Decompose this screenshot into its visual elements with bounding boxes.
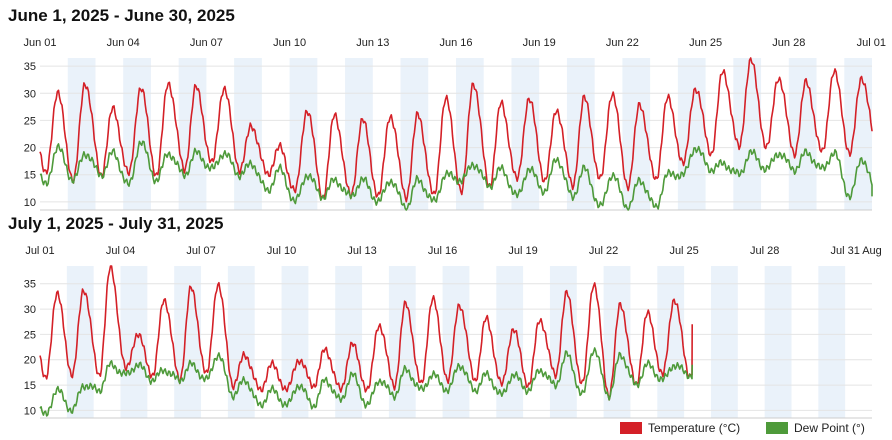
- day-band: [657, 266, 685, 418]
- day-band: [123, 58, 151, 210]
- y-tick-label: 25: [24, 329, 36, 341]
- dew-point-series-line[interactable]: [39, 347, 693, 417]
- legend-swatch-temperature: [620, 422, 642, 434]
- temperature-series-line[interactable]: [39, 265, 693, 401]
- legend-item-temperature[interactable]: Temperature (°C): [620, 421, 740, 435]
- x-tick-label: Aug: [862, 245, 882, 257]
- day-band: [844, 58, 872, 210]
- day-band: [456, 58, 484, 210]
- x-tick-label: Jun 22: [606, 37, 639, 49]
- y-tick-label: 35: [24, 61, 36, 73]
- x-tick-label: Jul 04: [106, 245, 135, 257]
- chart-title-june: June 1, 2025 - June 30, 2025: [8, 6, 235, 25]
- x-tick-label: Jul 19: [508, 245, 537, 257]
- x-tick-label: Jul 31: [830, 245, 859, 257]
- legend-label-temperature: Temperature (°C): [648, 421, 741, 435]
- x-tick-label: Jun 16: [439, 37, 472, 49]
- x-tick-label: Jul 25: [669, 245, 698, 257]
- day-band: [335, 266, 363, 418]
- y-tick-label: 35: [24, 279, 36, 291]
- july-chart: 10 15 20 25 30 35 Jul 01 Jul 04 Jul 07 Jul 10 Jul …: [24, 245, 882, 419]
- x-tick-label: Jun 10: [273, 37, 306, 49]
- chart-title-july: July 1, 2025 - July 31, 2025: [8, 214, 224, 233]
- y-tick-label: 15: [24, 170, 36, 182]
- x-tick-label: Jun 25: [689, 37, 722, 49]
- x-tick-label: Jun 28: [772, 37, 805, 49]
- day-band: [281, 266, 309, 418]
- day-band: [174, 266, 202, 418]
- x-tick-label: Jul 01: [25, 245, 54, 257]
- x-tick-label: Jul 10: [267, 245, 296, 257]
- y-tick-label: 30: [24, 88, 36, 100]
- x-tick-label: Jun 04: [107, 37, 140, 49]
- day-band: [66, 266, 94, 418]
- x-tick-label: Jul 16: [428, 245, 457, 257]
- temperature-series-line[interactable]: [39, 57, 873, 203]
- day-band: [511, 58, 540, 210]
- day-band: [764, 266, 792, 418]
- y-tick-label: 25: [24, 115, 36, 127]
- y-tick-label: 20: [24, 143, 36, 155]
- legend-item-dew-point[interactable]: Dew Point (°): [766, 421, 865, 435]
- day-band: [442, 266, 470, 418]
- x-tick-label: Jul 28: [750, 245, 779, 257]
- x-tick-label: Jul 22: [589, 245, 618, 257]
- legend-label-dew-point: Dew Point (°): [794, 421, 865, 435]
- y-tick-label: 10: [24, 197, 36, 209]
- day-band: [677, 58, 706, 210]
- y-tick-label: 10: [24, 405, 36, 417]
- day-band: [388, 266, 416, 418]
- legend-swatch-dew-point: [766, 422, 788, 434]
- day-band: [788, 58, 817, 210]
- day-band: [710, 266, 738, 418]
- day-band: [178, 58, 207, 210]
- x-tick-label: Jun 01: [23, 37, 56, 49]
- dew-point-series-line[interactable]: [39, 140, 873, 211]
- x-tick-label: Jul 01: [857, 37, 886, 49]
- day-band: [818, 266, 846, 418]
- x-tick-label: Jul 13: [347, 245, 376, 257]
- june-chart: 10 15 20 25 30 35 Jun 01 Jun 04 Jun 07 Jun 10 Jun …: [23, 37, 886, 211]
- day-band: [67, 58, 96, 210]
- y-tick-label: 15: [24, 380, 36, 392]
- x-tick-label: Jun 19: [523, 37, 556, 49]
- x-tick-label: Jun 07: [190, 37, 223, 49]
- y-tick-label: 30: [24, 304, 36, 316]
- y-tick-label: 20: [24, 355, 36, 367]
- day-band: [227, 266, 255, 418]
- x-tick-label: Jul 07: [186, 245, 215, 257]
- day-band: [566, 58, 595, 210]
- day-band: [549, 266, 577, 418]
- x-tick-label: Jun 13: [356, 37, 389, 49]
